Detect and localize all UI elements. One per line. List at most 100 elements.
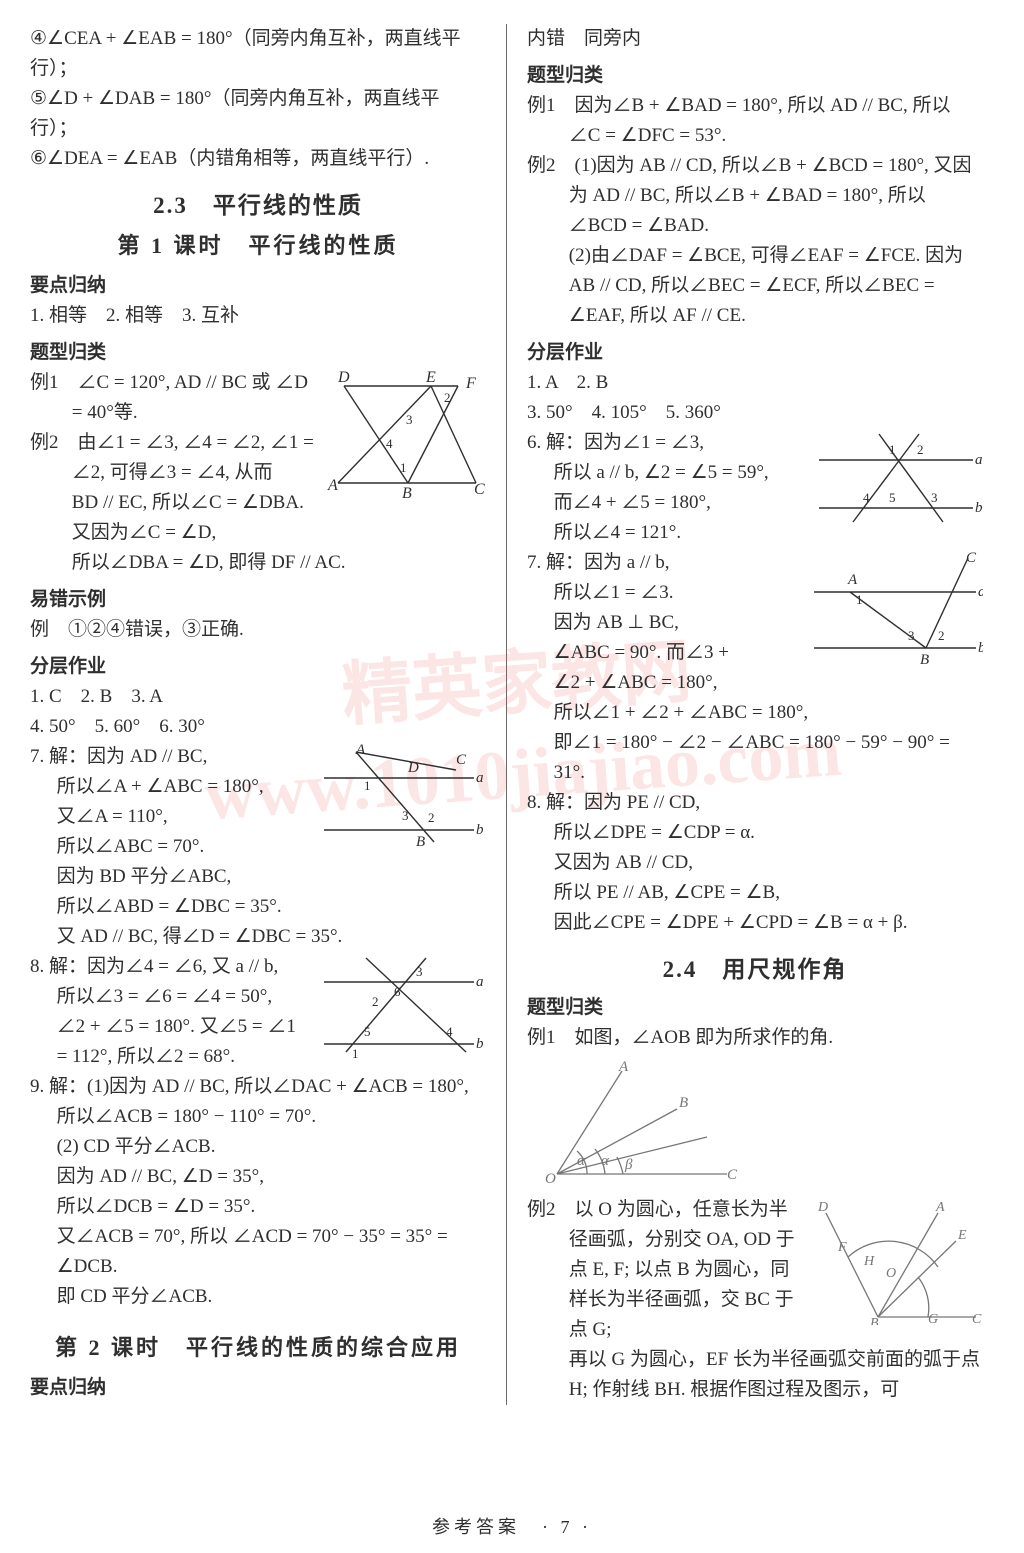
svg-text:α: α	[601, 1153, 610, 1169]
svg-text:1: 1	[352, 1046, 359, 1061]
svg-text:4: 4	[386, 436, 393, 451]
svg-text:C: C	[727, 1167, 738, 1183]
page-container: ④∠CEA + ∠EAB = 180°（同旁内角互补，两直线平行）； ⑤∠D +…	[0, 0, 1024, 1405]
q7e: 因为 BD 平分∠ABC,	[30, 862, 486, 892]
section-2-4-title: 2.4 用尺规作角	[527, 950, 983, 984]
q9c: (2) CD 平分∠ACB.	[30, 1132, 486, 1162]
svg-text:5: 5	[364, 1024, 371, 1039]
q7g: 又 AD // BC, 得∠D = ∠DBC = 35°.	[30, 922, 486, 952]
svg-text:5: 5	[889, 490, 896, 505]
lesson-2-title: 第 2 课时 平行线的性质的综合应用	[30, 1330, 486, 1362]
q9f: 又∠ACB = 70°, 所以 ∠ACD = 70° − 35° = 35° =…	[30, 1222, 486, 1282]
rq8a: 8. 解：因为 PE // CD,	[527, 788, 983, 818]
svg-text:1: 1	[400, 460, 407, 475]
yicuo-answer: 例 ①②④错误，③正确.	[30, 615, 486, 645]
svg-text:a: a	[476, 974, 484, 990]
r-ex2bb: 再以 G 为圆心，EF 长为半径画弧交前面的弧于点 H; 作射线 BH. 根据作…	[527, 1345, 983, 1405]
right-column: 内错 同旁内 题型归类 例1 因为∠B + ∠BAD = 180°, 所以 AD…	[513, 24, 983, 1405]
svg-text:3: 3	[406, 412, 413, 427]
q9b: 所以∠ACB = 180° − 110° = 70°.	[30, 1102, 486, 1132]
q9d: 因为 AD // BC, ∠D = 35°,	[30, 1162, 486, 1192]
left-column: ④∠CEA + ∠EAB = 180°（同旁内角互补，两直线平行）； ⑤∠D +…	[30, 24, 500, 1405]
svg-text:B: B	[870, 1316, 879, 1325]
figure-1: D E F A B C 1 2 3 4	[326, 368, 486, 498]
svg-text:O: O	[886, 1266, 896, 1281]
r-fenceng-heading: 分层作业	[527, 337, 983, 364]
svg-text:β: β	[624, 1157, 633, 1173]
svg-text:D: D	[817, 1200, 828, 1215]
svg-text:E: E	[957, 1228, 967, 1243]
r-ex2a: 例2 (1)因为 AB // CD, 所以∠B + ∠BCD = 180°, 又…	[527, 151, 983, 241]
svg-text:G: G	[928, 1312, 938, 1325]
fc-row-1: 1. C 2. B 3. A	[30, 682, 486, 712]
column-divider	[506, 24, 507, 1405]
svg-text:H: H	[863, 1254, 875, 1269]
svg-text:4: 4	[446, 1024, 453, 1039]
figure-1-svg: D E F A B C 1 2 3 4	[326, 368, 486, 498]
left-line-5: ⑤∠D + ∠DAB = 180°（同旁内角互补，两直线平行）；	[30, 84, 486, 144]
svg-text:A: A	[847, 572, 858, 588]
r-ex1b: 例1 如图，∠AOB 即为所求作的角.	[527, 1023, 983, 1053]
r-tixing-heading: 题型归类	[527, 60, 983, 87]
tixing-heading: 题型归类	[30, 337, 486, 364]
svg-text:3: 3	[416, 964, 423, 979]
figure-5-svg: A B C a b 1 2 3	[808, 548, 983, 668]
page-footer: 参考答案 · 7 ·	[0, 1513, 1024, 1539]
svg-text:E: E	[425, 369, 436, 386]
example-2c: 所以∠DBA = ∠D, 即得 DF // AC.	[30, 548, 486, 578]
svg-text:B: B	[402, 485, 412, 498]
svg-text:O: O	[545, 1171, 556, 1187]
svg-text:b: b	[978, 640, 983, 656]
svg-text:C: C	[966, 550, 977, 566]
fenceng-heading: 分层作业	[30, 651, 486, 678]
figure-7: D A E F H O G B C	[808, 1195, 983, 1325]
svg-text:B: B	[679, 1095, 688, 1111]
svg-text:b: b	[476, 822, 484, 838]
svg-text:D: D	[407, 760, 419, 776]
svg-text:D: D	[337, 369, 350, 386]
svg-text:A: A	[935, 1200, 945, 1215]
svg-text:α: α	[577, 1153, 586, 1169]
svg-text:2: 2	[428, 810, 435, 825]
yaodian-2-heading: 要点归纳	[30, 1372, 486, 1399]
left-line-4: ④∠CEA + ∠EAB = 180°（同旁内角互补，两直线平行）；	[30, 24, 486, 84]
svg-text:C: C	[456, 752, 467, 768]
svg-text:C: C	[474, 481, 485, 498]
r-fc1: 1. A 2. B	[527, 368, 983, 398]
svg-text:3: 3	[931, 490, 938, 505]
figure-6-svg: A B C O α α β	[527, 1059, 747, 1189]
svg-text:a: a	[476, 770, 484, 786]
q7f: 所以∠ABD = ∠DBC = 35°.	[30, 892, 486, 922]
section-2-3-title: 2.3 平行线的性质	[30, 186, 486, 220]
svg-text:3: 3	[402, 808, 409, 823]
r-ex2b: (2)由∠DAF = ∠BCE, 可得∠EAF = ∠FCE. 因为 AB //…	[527, 241, 983, 331]
svg-text:2: 2	[372, 994, 379, 1009]
figure-6: A B C O α α β	[527, 1059, 983, 1189]
svg-text:1: 1	[856, 592, 863, 607]
figure-3-svg: a b 1 2 3 4 5 6	[316, 952, 486, 1062]
figure-3: a b 1 2 3 4 5 6	[316, 952, 486, 1062]
yaodian-answers: 1. 相等 2. 相等 3. 互补	[30, 301, 486, 331]
lesson-1-title: 第 1 课时 平行线的性质	[30, 228, 486, 260]
svg-text:B: B	[416, 834, 425, 850]
figure-7-svg: D A E F H O G B C	[808, 1195, 983, 1325]
r-top: 内错 同旁内	[527, 24, 983, 54]
rq7e: ∠2 + ∠ABC = 180°,	[527, 668, 983, 698]
figure-5: A B C a b 1 2 3	[808, 548, 983, 668]
svg-text:2: 2	[938, 628, 945, 643]
q9a: 9. 解：(1)因为 AD // BC, 所以∠DAC + ∠ACB = 180…	[30, 1072, 486, 1102]
q9e: 所以∠DCB = ∠D = 35°.	[30, 1192, 486, 1222]
svg-text:b: b	[476, 1036, 484, 1052]
yicuo-heading: 易错示例	[30, 584, 486, 611]
r-fc2: 3. 50° 4. 105° 5. 360°	[527, 398, 983, 428]
svg-text:2: 2	[917, 442, 924, 457]
svg-text:2: 2	[444, 390, 451, 405]
rq8d: 所以 PE // AB, ∠CPE = ∠B,	[527, 878, 983, 908]
figure-2: A D C B a b 1 2 3	[316, 742, 486, 852]
svg-text:A: A	[355, 742, 366, 758]
rq7g: 即∠1 = 180° − ∠2 − ∠ABC = 180° − 59° − 90…	[527, 728, 983, 788]
svg-text:4: 4	[863, 490, 870, 505]
svg-text:1: 1	[364, 778, 371, 793]
fc-row-2: 4. 50° 5. 60° 6. 30°	[30, 712, 486, 742]
svg-text:6: 6	[394, 984, 401, 999]
